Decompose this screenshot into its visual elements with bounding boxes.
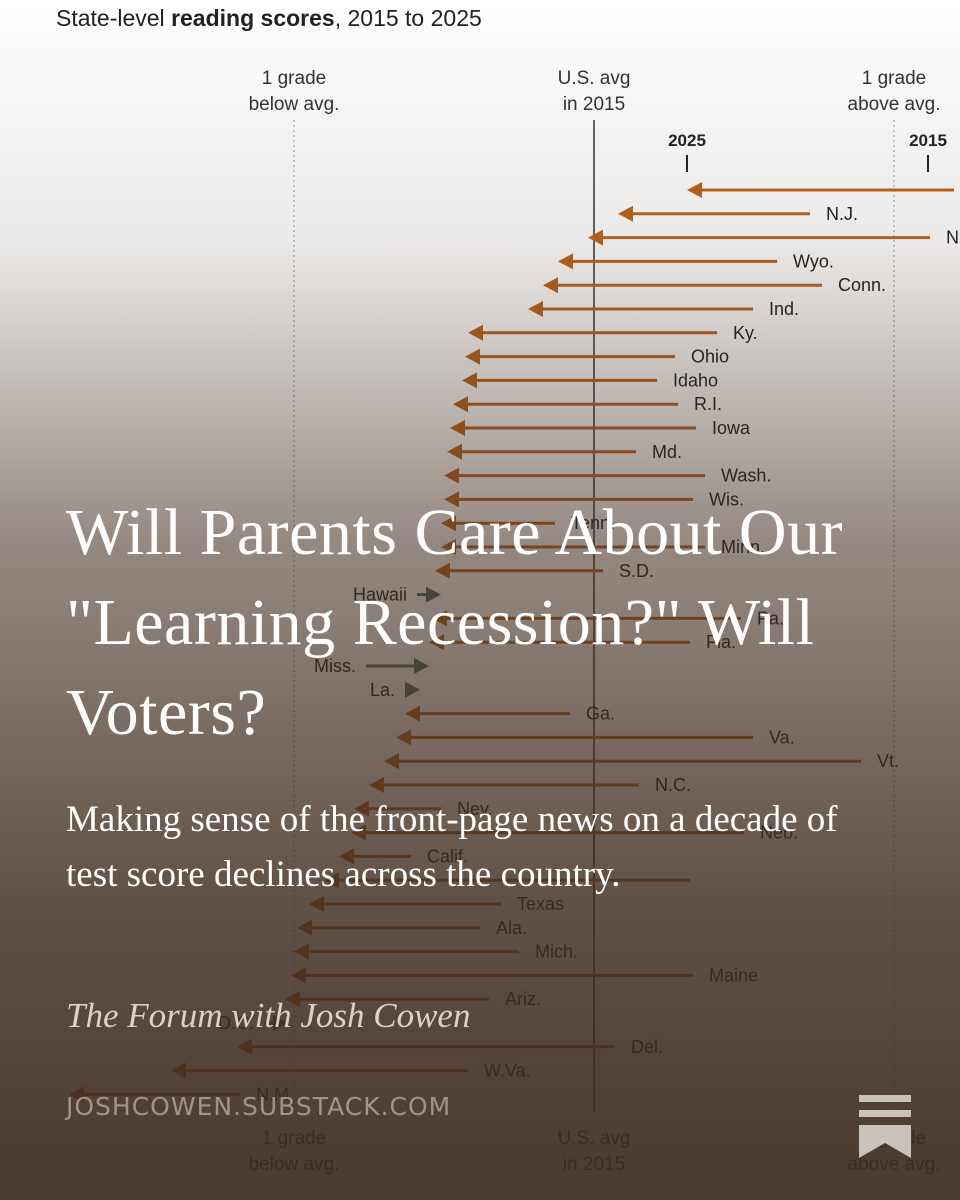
headline: Will Parents Care About Our "Learning Re… (66, 496, 844, 749)
subtitle: Making sense of the front-page news on a… (66, 799, 838, 895)
author: The Forum with Josh Cowen (66, 996, 471, 1035)
url[interactable]: JOSHCOWEN.SUBSTACK.COM (66, 1092, 452, 1121)
substack-logo (859, 1095, 911, 1158)
